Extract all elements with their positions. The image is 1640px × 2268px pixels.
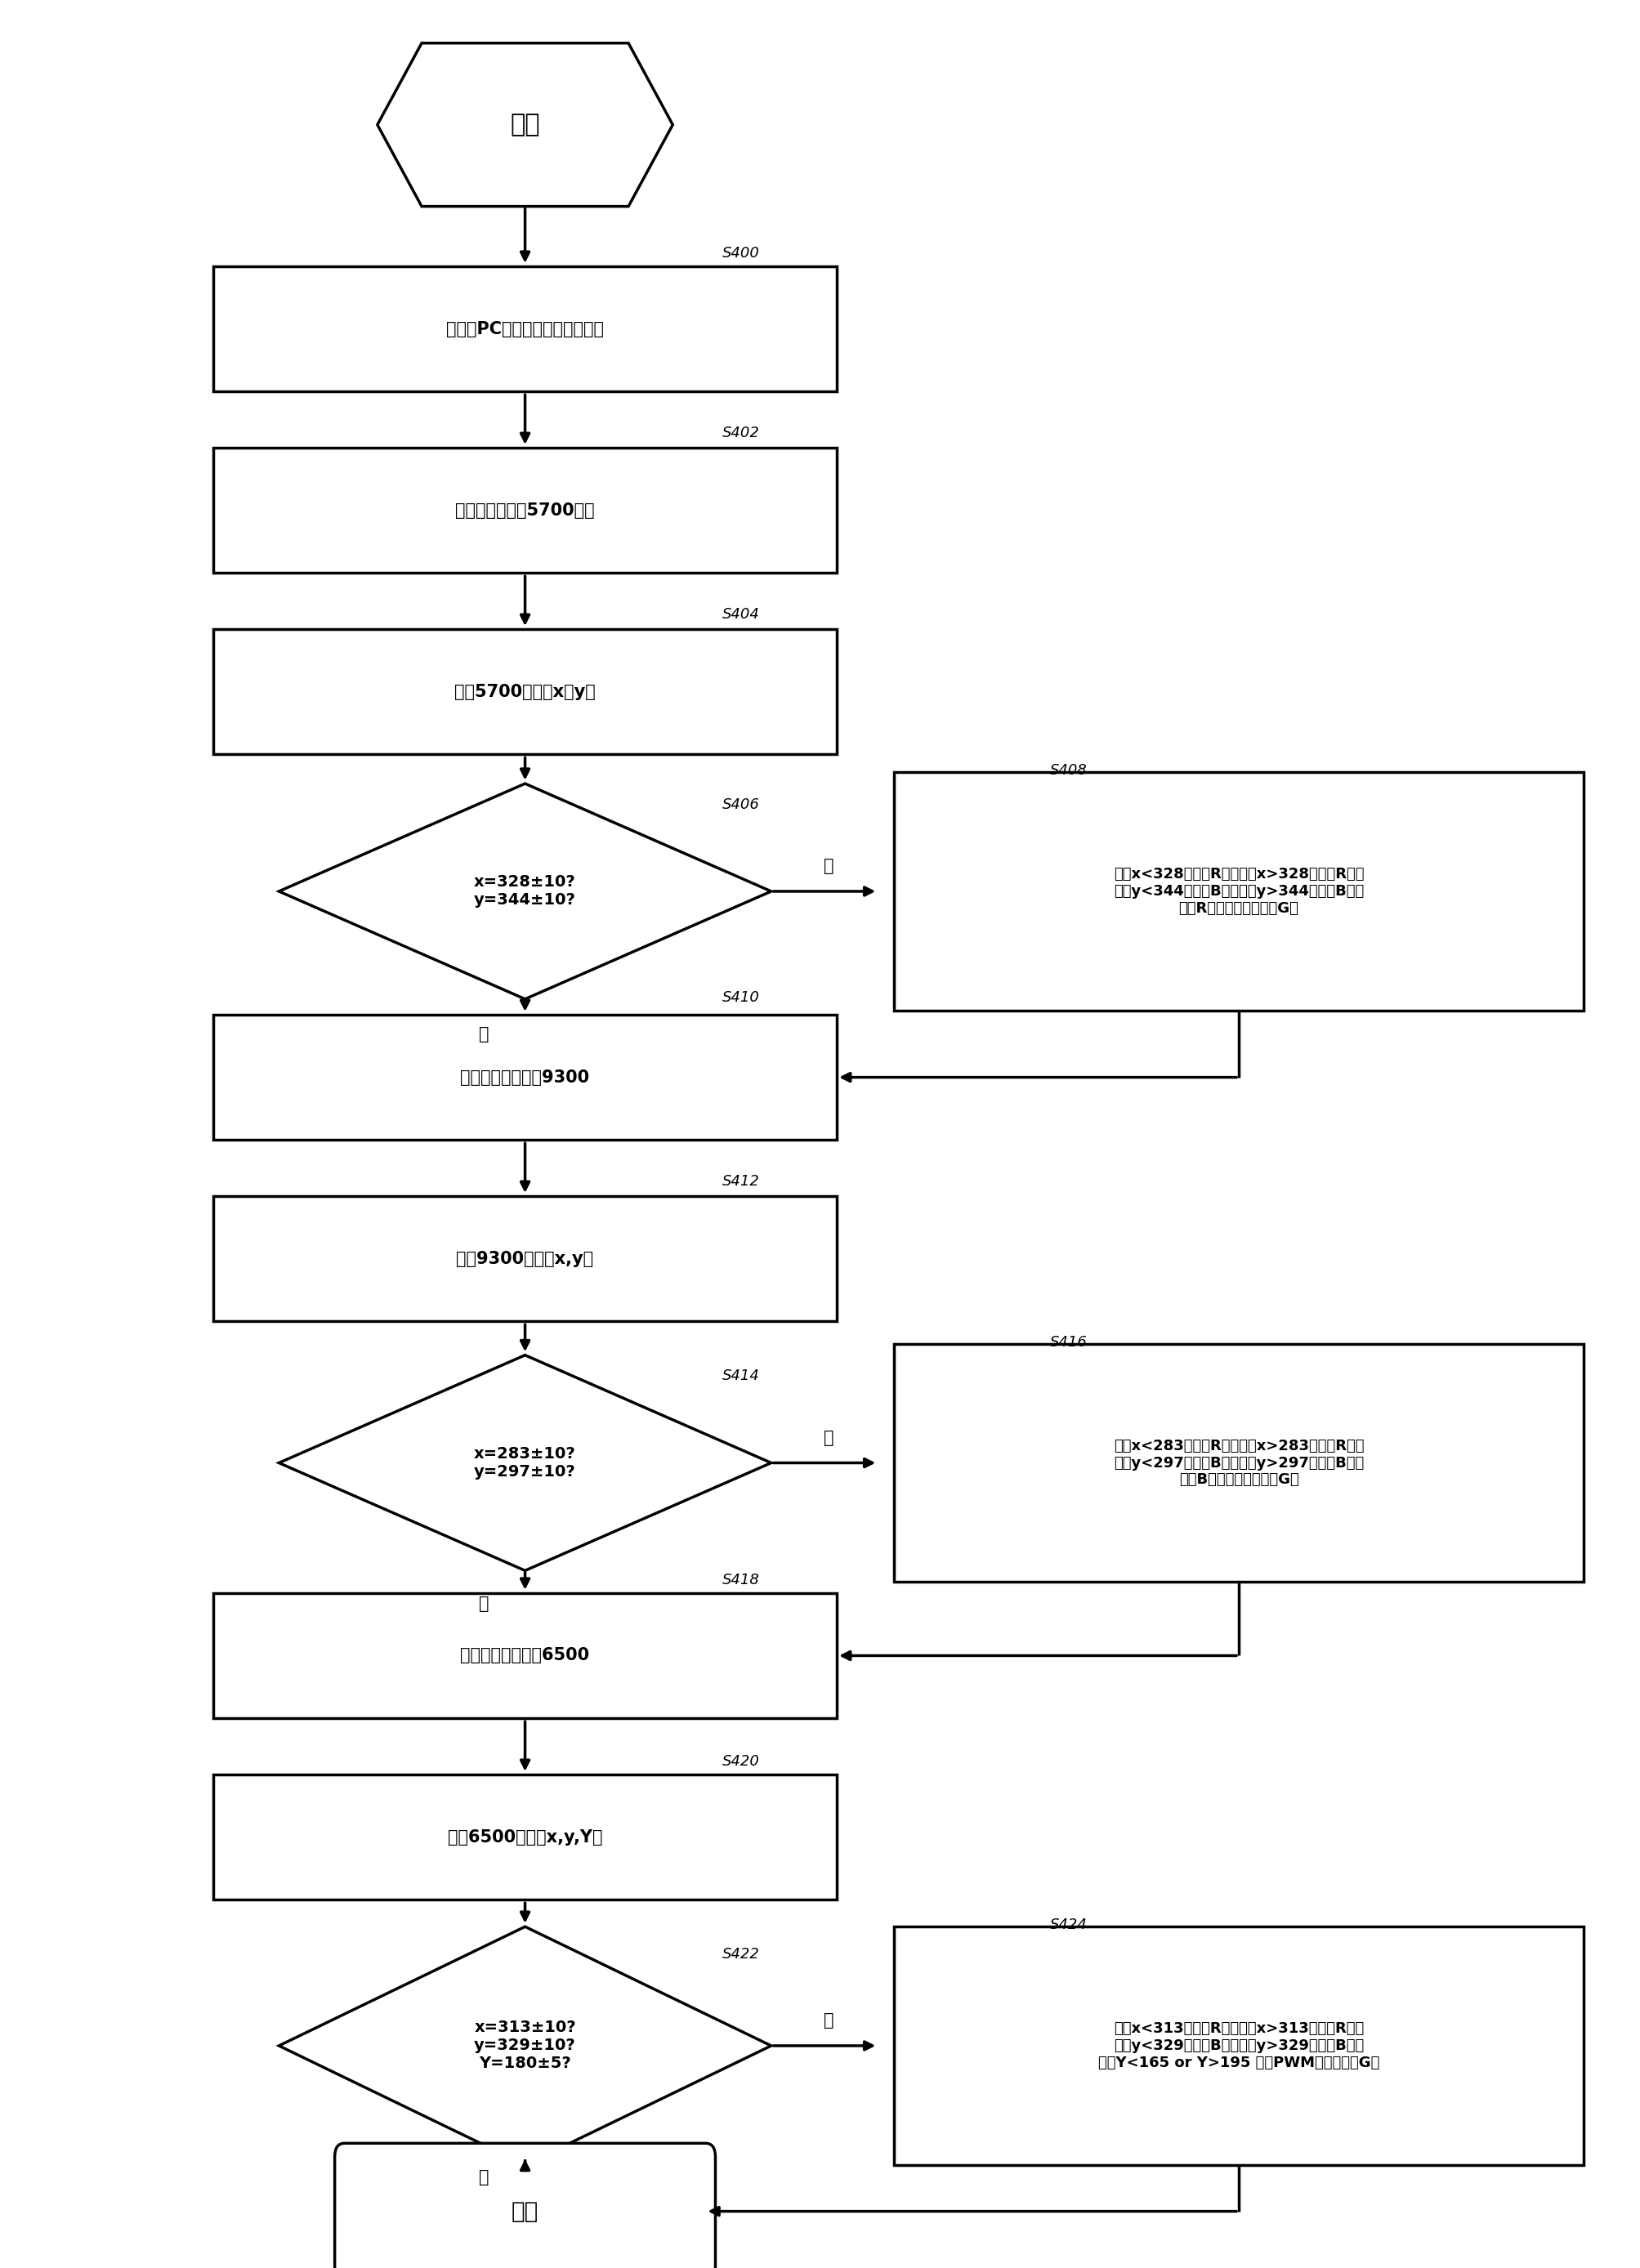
Text: x=328±10?
y=344±10?: x=328±10? y=344±10? [474, 875, 576, 907]
Text: S408: S408 [1050, 764, 1087, 778]
Text: S412: S412 [722, 1175, 759, 1188]
Polygon shape [279, 1928, 771, 2164]
Text: S424: S424 [1050, 1919, 1087, 1932]
Polygon shape [279, 785, 771, 998]
Text: 初始化PC、显示器及彩色分析仪: 初始化PC、显示器及彩色分析仪 [446, 320, 604, 338]
Text: 是: 是 [479, 2168, 489, 2186]
Text: 是: 是 [479, 1594, 489, 1613]
Text: 结束: 结束 [512, 2200, 538, 2223]
Text: S400: S400 [722, 247, 759, 261]
Bar [213, 1774, 836, 1901]
Bar [213, 628, 836, 753]
FancyBboxPatch shape [335, 2143, 715, 2268]
Text: 如果x<313，增加R値，如果x>313，减少R値；
如果y<329，增加B値，如果y>329，减少B値；
如果Y<165 or Y>195 使用PWM，其他微: 如果x<313，增加R値，如果x>313，减少R値； 如果y<329，增加B値，… [1097, 2021, 1379, 2071]
Text: 调整显示器色温到6500: 调整显示器色温到6500 [461, 1647, 589, 1665]
Text: 是: 是 [479, 1025, 489, 1043]
Text: 调整显示器色温到9300: 调整显示器色温到9300 [461, 1068, 589, 1086]
Text: x=283±10?
y=297±10?: x=283±10? y=297±10? [474, 1447, 576, 1479]
Text: S420: S420 [722, 1755, 759, 1769]
Text: S402: S402 [722, 426, 759, 440]
Text: 否: 否 [823, 1429, 833, 1447]
Bar [894, 1343, 1583, 1583]
Bar [894, 1928, 1583, 2164]
Text: S410: S410 [722, 991, 759, 1005]
Bar [213, 1592, 836, 1719]
Bar [213, 268, 836, 392]
Text: S422: S422 [722, 1948, 759, 1962]
Text: 否: 否 [823, 857, 833, 875]
Text: 如果x<328，增加R値，如果x>328，减少R値；
发果y<344，增加B値，如果y>344，减少B値；
如果R値是最大値，减少G値: 如果x<328，增加R値，如果x>328，减少R値； 发果y<344，增加B値，… [1114, 866, 1363, 916]
Polygon shape [377, 43, 672, 206]
Text: x=313±10?
y=329±10?
Y=180±5?: x=313±10? y=329±10? Y=180±5? [474, 2021, 576, 2071]
Text: 读厖6500色温的x,y,Y値: 读厖6500色温的x,y,Y値 [448, 1828, 602, 1846]
Text: 调整到显示器到5700色温: 调整到显示器到5700色温 [456, 501, 594, 519]
Bar [894, 771, 1583, 1012]
Text: 开始: 开始 [510, 113, 540, 136]
Text: S418: S418 [722, 1574, 759, 1588]
Bar [213, 449, 836, 574]
Bar [213, 1016, 836, 1141]
Text: S406: S406 [722, 798, 759, 812]
Text: 读厖9300色温的x,y値: 读厖9300色温的x,y値 [456, 1250, 594, 1268]
Text: S416: S416 [1050, 1336, 1087, 1349]
Bar [213, 1198, 836, 1320]
Text: 如果x<283，增加R値，如果x>283，减少R値；
如果y<297，增加B値，如果y>297，减少B値；
如果B値是最大値，减少G値: 如果x<283，增加R値，如果x>283，减少R値； 如果y<297，增加B値，… [1114, 1438, 1363, 1488]
Text: 否: 否 [823, 2012, 833, 2030]
Text: S404: S404 [722, 608, 759, 621]
Text: S414: S414 [722, 1370, 759, 1383]
Text: 读厖5700色温的x、y値: 读厖5700色温的x、y値 [454, 683, 595, 701]
Polygon shape [279, 1356, 771, 1569]
